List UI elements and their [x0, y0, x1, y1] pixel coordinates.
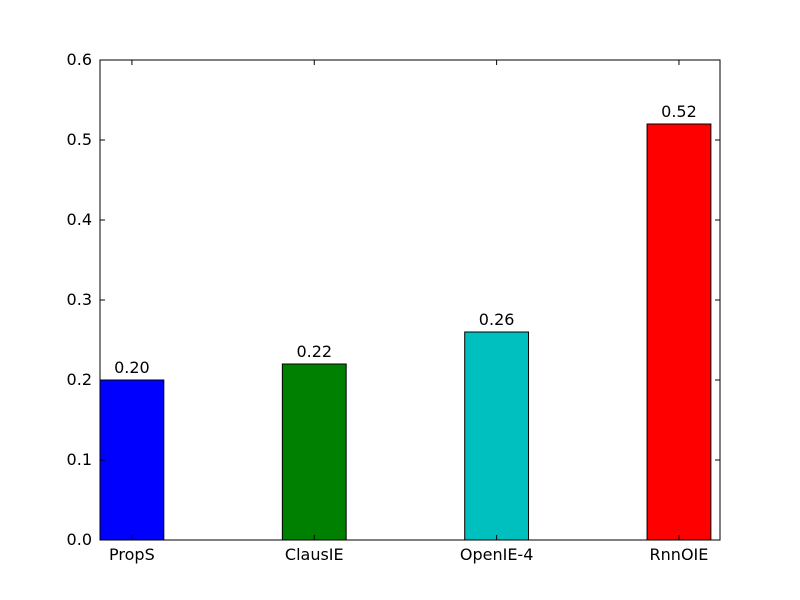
bar-value-label: 0.52 [661, 102, 697, 121]
bar-props [99, 379, 165, 541]
y-tick-label: 0.0 [67, 530, 92, 549]
x-tick-label: ClausIE [285, 545, 344, 564]
x-tick-label: OpenIE-4 [460, 545, 534, 564]
bar-rnnoie [646, 123, 712, 541]
bar-value-label: 0.20 [114, 358, 150, 377]
bar-value-labels: 0.20 0.22 0.26 0.52 [114, 102, 697, 377]
bar-value-label: 0.22 [296, 342, 332, 361]
bar-value-label: 0.26 [479, 310, 515, 329]
y-tick-label: 0.3 [67, 290, 92, 309]
bar-clausie [281, 363, 347, 541]
y-tick-label: 0.5 [67, 130, 92, 149]
bars-group [99, 123, 712, 541]
x-tick-label: RnnOIE [650, 545, 709, 564]
x-axis-ticks: PropS ClausIE OpenIE-4 RnnOIE [109, 60, 708, 564]
bar-openie-4 [464, 331, 530, 541]
y-tick-label: 0.1 [67, 450, 92, 469]
y-axis-ticks: 0.0 0.1 0.2 0.3 0.4 0.5 0.6 [67, 50, 720, 549]
y-tick-label: 0.2 [67, 370, 92, 389]
x-tick-label: PropS [109, 545, 155, 564]
y-tick-label: 0.4 [67, 210, 92, 229]
plot-area-frame [99, 59, 721, 541]
y-tick-label: 0.6 [67, 50, 92, 69]
